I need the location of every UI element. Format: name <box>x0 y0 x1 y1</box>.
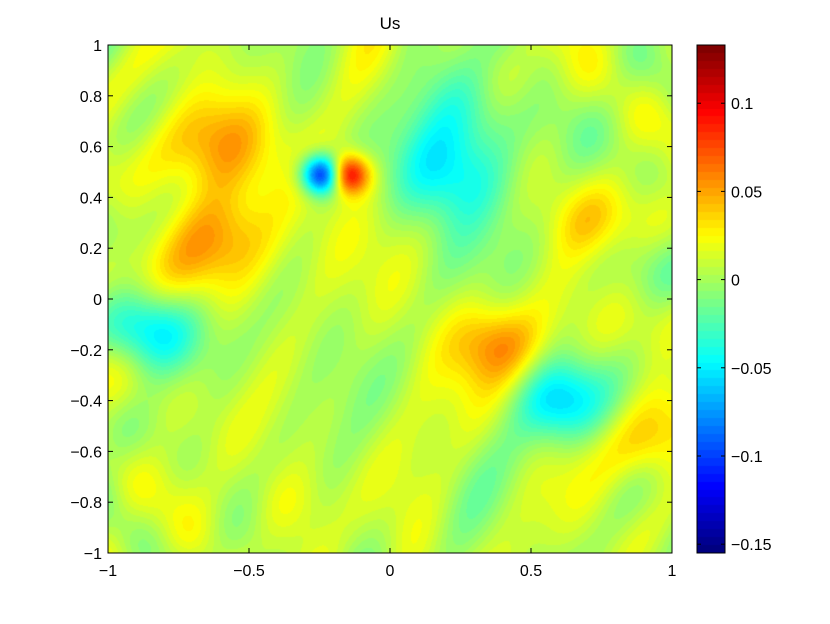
colorbar-tick-label: −0.1 <box>731 449 763 466</box>
x-tick-label: −1 <box>99 563 117 580</box>
x-tick-label: 0.5 <box>520 563 542 580</box>
y-tick-label: −1 <box>84 546 102 563</box>
x-tick-label: 1 <box>668 563 677 580</box>
y-tick-label: 1 <box>93 38 102 55</box>
y-tick-label: 0.6 <box>80 140 102 157</box>
y-tick-label: −0.6 <box>70 444 102 461</box>
colorbar-canvas-wrap <box>697 45 725 553</box>
heatmap-canvas-wrap <box>108 45 672 553</box>
colorbar: −0.15 −0.1 −0.05 0 0.05 0.1 <box>696 44 772 554</box>
y-tick-label: 0.4 <box>80 190 102 207</box>
colorbar-tick-label: 0 <box>731 273 740 290</box>
colorbar-gradient <box>697 45 725 553</box>
colorbar-frame <box>696 44 726 554</box>
y-tick-label: −0.8 <box>70 495 102 512</box>
x-tick-label: 0 <box>386 563 395 580</box>
x-axis: −1 −0.5 0 0.5 1 <box>99 45 677 580</box>
colorbar-tick-label: 0.1 <box>731 96 753 113</box>
heatmap-plot: −1 −0.5 0 0.5 1 −1 −0.8 −0.6 −0.4 −0.2 0 0.2 0.4 0.6… <box>70 38 676 580</box>
y-tick-label: −0.4 <box>70 394 102 411</box>
y-axis: −1 −0.8 −0.6 −0.4 −0.2 0 0.2 0.4 0.6 0.8 1 <box>70 38 672 563</box>
colorbar-tick-label: 0.05 <box>731 184 762 201</box>
colorbar-axis: −0.15 −0.1 −0.05 0 0.05 0.1 <box>697 96 772 554</box>
y-tick-label: 0.8 <box>80 89 102 106</box>
heatmap-field <box>108 45 672 553</box>
colorbar-tick-label: −0.05 <box>731 361 772 378</box>
x-tick-label: −0.5 <box>233 563 265 580</box>
y-tick-label: −0.2 <box>70 343 102 360</box>
y-tick-label: 0.2 <box>80 241 102 258</box>
y-tick-label: 0 <box>93 292 102 309</box>
chart-title: Us <box>380 14 401 33</box>
colorbar-tick-label: −0.15 <box>731 537 772 554</box>
